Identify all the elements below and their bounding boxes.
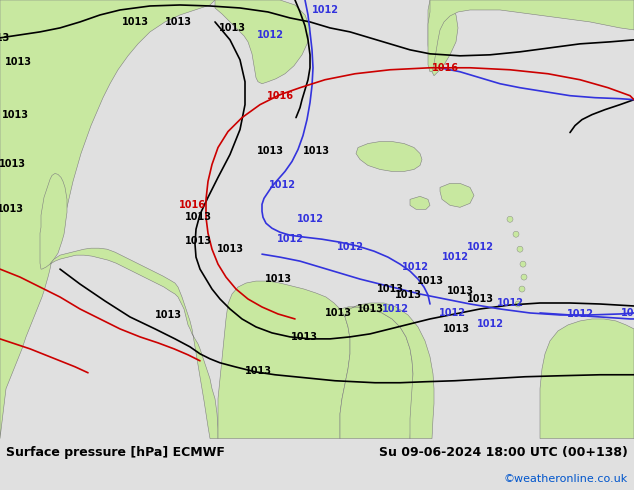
Polygon shape bbox=[428, 0, 634, 72]
Text: 1012: 1012 bbox=[441, 252, 469, 262]
Text: 1013: 1013 bbox=[264, 274, 292, 284]
Text: 1013: 1013 bbox=[446, 286, 474, 296]
Polygon shape bbox=[410, 196, 430, 209]
Text: 1013: 1013 bbox=[325, 308, 351, 318]
Text: 1013: 1013 bbox=[0, 204, 23, 214]
Circle shape bbox=[519, 286, 525, 292]
Text: 1012: 1012 bbox=[276, 234, 304, 244]
Circle shape bbox=[520, 261, 526, 267]
Polygon shape bbox=[428, 0, 458, 76]
Text: 1013: 1013 bbox=[356, 304, 384, 314]
Text: ©weatheronline.co.uk: ©weatheronline.co.uk bbox=[503, 474, 628, 485]
Polygon shape bbox=[218, 281, 350, 439]
Circle shape bbox=[521, 274, 527, 280]
Text: 1016: 1016 bbox=[179, 200, 205, 210]
Polygon shape bbox=[0, 0, 215, 439]
Text: 1013: 1013 bbox=[443, 324, 470, 334]
Text: 1013: 1013 bbox=[184, 212, 212, 222]
Circle shape bbox=[517, 246, 523, 252]
Text: Surface pressure [hPa] ECMWF: Surface pressure [hPa] ECMWF bbox=[6, 446, 225, 460]
Text: 1013: 1013 bbox=[302, 147, 330, 156]
Text: 1013: 1013 bbox=[257, 147, 283, 156]
Text: 1013: 1013 bbox=[467, 294, 493, 304]
Text: 1013: 1013 bbox=[155, 310, 181, 320]
Text: 1012: 1012 bbox=[382, 304, 408, 314]
Polygon shape bbox=[345, 303, 434, 439]
Text: 1013: 1013 bbox=[394, 290, 422, 300]
Polygon shape bbox=[40, 173, 67, 269]
Text: 1012: 1012 bbox=[311, 5, 339, 15]
Text: 1013: 1013 bbox=[1, 110, 29, 120]
Text: 1013: 1013 bbox=[417, 276, 444, 286]
Circle shape bbox=[513, 231, 519, 237]
Text: 1013: 1013 bbox=[290, 332, 318, 342]
Text: 1012: 1012 bbox=[496, 298, 524, 308]
Polygon shape bbox=[215, 0, 310, 84]
Text: 1012: 1012 bbox=[297, 214, 323, 224]
Polygon shape bbox=[540, 319, 634, 439]
Text: 1013: 1013 bbox=[216, 244, 243, 254]
Circle shape bbox=[507, 216, 513, 222]
Text: Su 09-06-2024 18:00 UTC (00+138): Su 09-06-2024 18:00 UTC (00+138) bbox=[378, 446, 628, 460]
Text: 1013: 1013 bbox=[377, 284, 403, 294]
Polygon shape bbox=[50, 248, 218, 439]
Text: 1016: 1016 bbox=[432, 63, 458, 73]
Text: 1013: 1013 bbox=[0, 159, 25, 170]
Text: 1012: 1012 bbox=[567, 309, 593, 319]
Text: 1016: 1016 bbox=[266, 91, 294, 100]
Polygon shape bbox=[340, 307, 413, 439]
Text: 1013: 1013 bbox=[122, 17, 148, 27]
Text: 1012: 1012 bbox=[269, 180, 295, 191]
Text: 1012: 1012 bbox=[337, 242, 363, 252]
Text: 1012: 1012 bbox=[467, 242, 493, 252]
Text: 1012: 1012 bbox=[257, 30, 283, 40]
Polygon shape bbox=[440, 183, 474, 207]
Polygon shape bbox=[356, 142, 422, 172]
Text: 1012: 1012 bbox=[621, 308, 634, 318]
Text: 1012: 1012 bbox=[401, 262, 429, 272]
Text: 1013: 1013 bbox=[219, 23, 245, 33]
Text: 1013: 1013 bbox=[164, 17, 191, 27]
Text: 1013: 1013 bbox=[4, 57, 32, 67]
Circle shape bbox=[515, 301, 521, 307]
Text: 1012: 1012 bbox=[477, 319, 503, 329]
Text: 1013: 1013 bbox=[245, 366, 271, 376]
Text: 013: 013 bbox=[0, 33, 10, 43]
Text: 1012: 1012 bbox=[439, 308, 465, 318]
Text: 1013: 1013 bbox=[184, 236, 212, 246]
